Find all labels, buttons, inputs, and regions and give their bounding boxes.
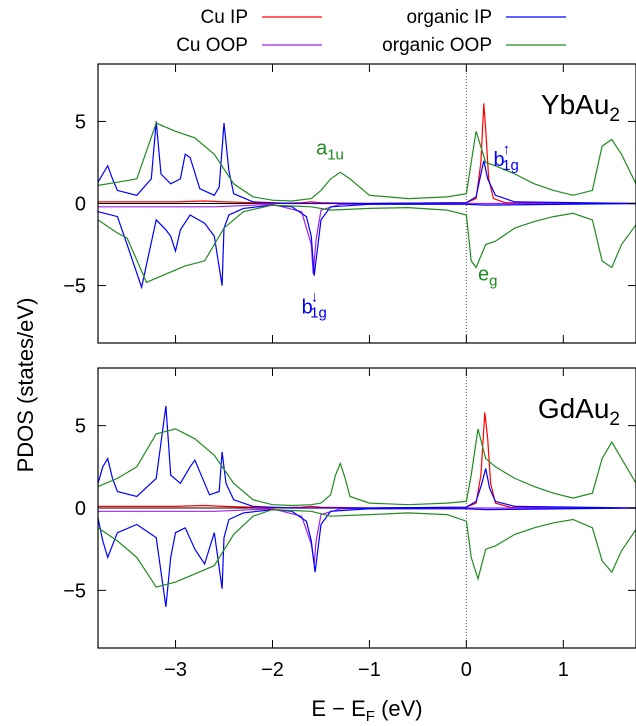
x-tick-label: −2	[261, 659, 284, 681]
x-tick-label: 0	[461, 659, 472, 681]
annotation-label: a1u	[316, 137, 344, 163]
x-tick-label: 1	[558, 659, 569, 681]
annotation-sub: 1g	[310, 304, 327, 321]
series-line-organic-ip	[97, 121, 636, 205]
series-line-cu-oop	[98, 507, 636, 565]
y-tick-label: 5	[75, 416, 86, 438]
material-label-base: GdAu	[538, 393, 610, 424]
annotation-label: b↓ 1g	[302, 288, 327, 321]
x-axis-label-main: E − E	[311, 696, 365, 721]
panel-bottom: −5 0 5 −3 −2 −1 0 1 GdAu2	[63, 367, 636, 681]
series-line-organic-oop-spin-down	[97, 204, 636, 284]
series-line-organic-ip-spin-down	[97, 507, 636, 607]
annotation-sub: g	[489, 273, 497, 290]
x-tick-label: −1	[358, 659, 381, 681]
x-axis-label-sub: F	[366, 708, 375, 725]
x-axis-label-unit: (eV)	[375, 696, 423, 721]
material-label-base: YbAu	[541, 89, 610, 120]
material-label-sub: 2	[609, 105, 620, 126]
legend-label-organic-ip: organic IP	[406, 7, 492, 28]
annotation-base: a	[316, 137, 328, 159]
legend-label-cu-oop: Cu OOP	[176, 35, 248, 56]
annotation-sub: 1u	[327, 146, 344, 163]
y-tick-label: 0	[75, 194, 86, 216]
annotation-label: b↑ 1g	[494, 141, 519, 174]
annotation-base: b	[494, 149, 505, 171]
y-axis-label: PDOS (states/eV)	[13, 298, 38, 473]
annotation-base: e	[478, 264, 489, 286]
annotation-sup: ↓	[311, 288, 319, 305]
series-line-organic-oop-spin-down	[97, 508, 636, 588]
y-tick-label: −5	[63, 276, 86, 298]
y-tick-label: −5	[63, 580, 86, 602]
series-line-organic-ip	[97, 405, 636, 509]
legend: Cu IP Cu OOP organic IP organic OOP	[176, 7, 566, 56]
legend-label-organic-oop: organic OOP	[382, 35, 492, 56]
x-axis-label: E − EF (eV)	[311, 696, 422, 725]
legend-label-cu-ip: Cu IP	[200, 7, 248, 28]
y-tick-label: 5	[75, 111, 86, 133]
series-line-organic-oop	[97, 428, 636, 507]
annotation-label: eg	[478, 264, 497, 290]
material-label-sub: 2	[609, 409, 620, 430]
y-tick-label: 0	[75, 498, 86, 520]
annotation-sup: ↑	[503, 141, 511, 158]
x-tick-label: −3	[164, 659, 187, 681]
material-label: YbAu2	[541, 89, 620, 126]
series-line-organic-oop	[97, 122, 636, 202]
annotation-base: b	[302, 296, 313, 318]
annotation-sub: 1g	[502, 157, 519, 174]
material-label: GdAu2	[538, 393, 620, 430]
